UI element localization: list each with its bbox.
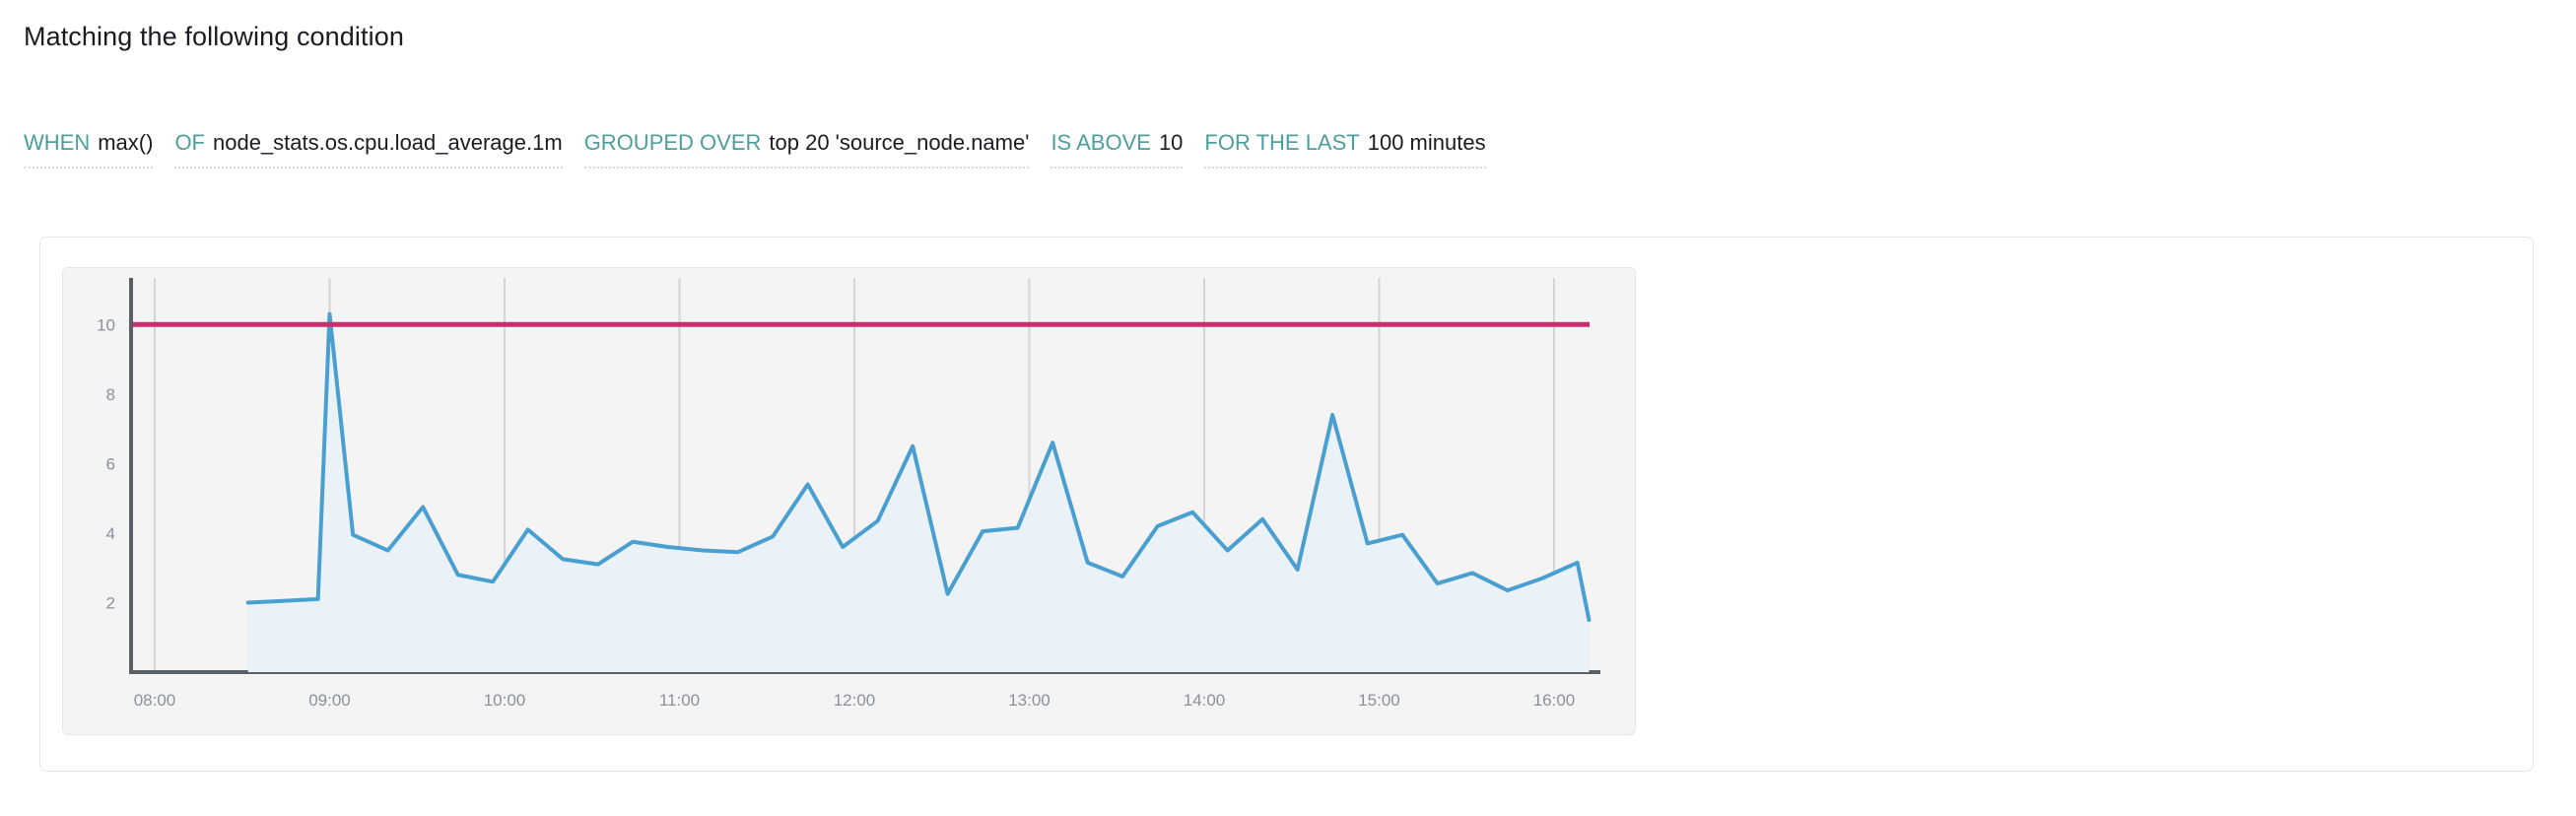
chart-panel[interactable]: 2 4 6 8 10 08:00 09:00 10:00 11:00 12:00 13:00 14:… xyxy=(62,267,1636,735)
condition-expression: WHEN max() OF node_stats.os.cpu.load_avera… xyxy=(24,128,1486,169)
clause-value: node_stats.os.cpu.load_average.1m xyxy=(213,130,563,155)
y-tick-label: 6 xyxy=(106,454,115,473)
x-tick-label: 15:00 xyxy=(1358,691,1400,710)
condition-clause-when[interactable]: WHEN max() xyxy=(24,128,154,169)
clause-value: max() xyxy=(98,130,154,155)
y-tick-label: 8 xyxy=(106,385,115,404)
clause-value: 100 minutes xyxy=(1367,130,1486,155)
condition-preview-chart[interactable]: 2 4 6 8 10 08:00 09:00 10:00 11:00 12:00 13:00 14:… xyxy=(63,268,1636,735)
condition-clause-grouped-over[interactable]: GROUPED OVER top 20 'source_node.name' xyxy=(583,128,1030,169)
clause-keyword: FOR THE LAST xyxy=(1204,130,1360,155)
x-tick-label: 16:00 xyxy=(1533,691,1576,710)
x-tick-label: 14:00 xyxy=(1184,691,1226,710)
clause-keyword: OF xyxy=(174,130,205,155)
condition-clause-of[interactable]: OF node_stats.os.cpu.load_average.1m xyxy=(174,128,563,169)
chart-x-tick-labels: 08:00 09:00 10:00 11:00 12:00 13:00 14:00 15:00… xyxy=(134,691,1576,710)
chart-y-tick-labels: 2 4 6 8 10 xyxy=(97,315,115,612)
x-tick-label: 10:00 xyxy=(484,691,526,710)
x-tick-label: 13:00 xyxy=(1008,691,1051,710)
y-tick-label: 10 xyxy=(97,315,115,334)
clause-value: top 20 'source_node.name' xyxy=(769,130,1030,155)
chart-card: 2 4 6 8 10 08:00 09:00 10:00 11:00 12:00 13:00 14:… xyxy=(39,237,2534,772)
clause-keyword: GROUPED OVER xyxy=(583,130,762,155)
x-tick-label: 12:00 xyxy=(834,691,876,710)
chart-series-area xyxy=(245,311,1592,672)
clause-value: 10 xyxy=(1158,130,1184,155)
page-title: Matching the following condition xyxy=(24,22,404,51)
x-tick-label: 09:00 xyxy=(308,691,351,710)
x-tick-label: 08:00 xyxy=(134,691,176,710)
clause-keyword: IS ABOVE xyxy=(1051,130,1151,155)
condition-clause-for-the-last[interactable]: FOR THE LAST 100 minutes xyxy=(1204,128,1486,169)
condition-clause-is-above[interactable]: IS ABOVE 10 xyxy=(1051,128,1184,169)
x-tick-label: 11:00 xyxy=(659,691,700,710)
y-tick-label: 2 xyxy=(106,593,115,612)
clause-keyword: WHEN xyxy=(24,130,91,155)
y-tick-label: 4 xyxy=(106,524,115,543)
